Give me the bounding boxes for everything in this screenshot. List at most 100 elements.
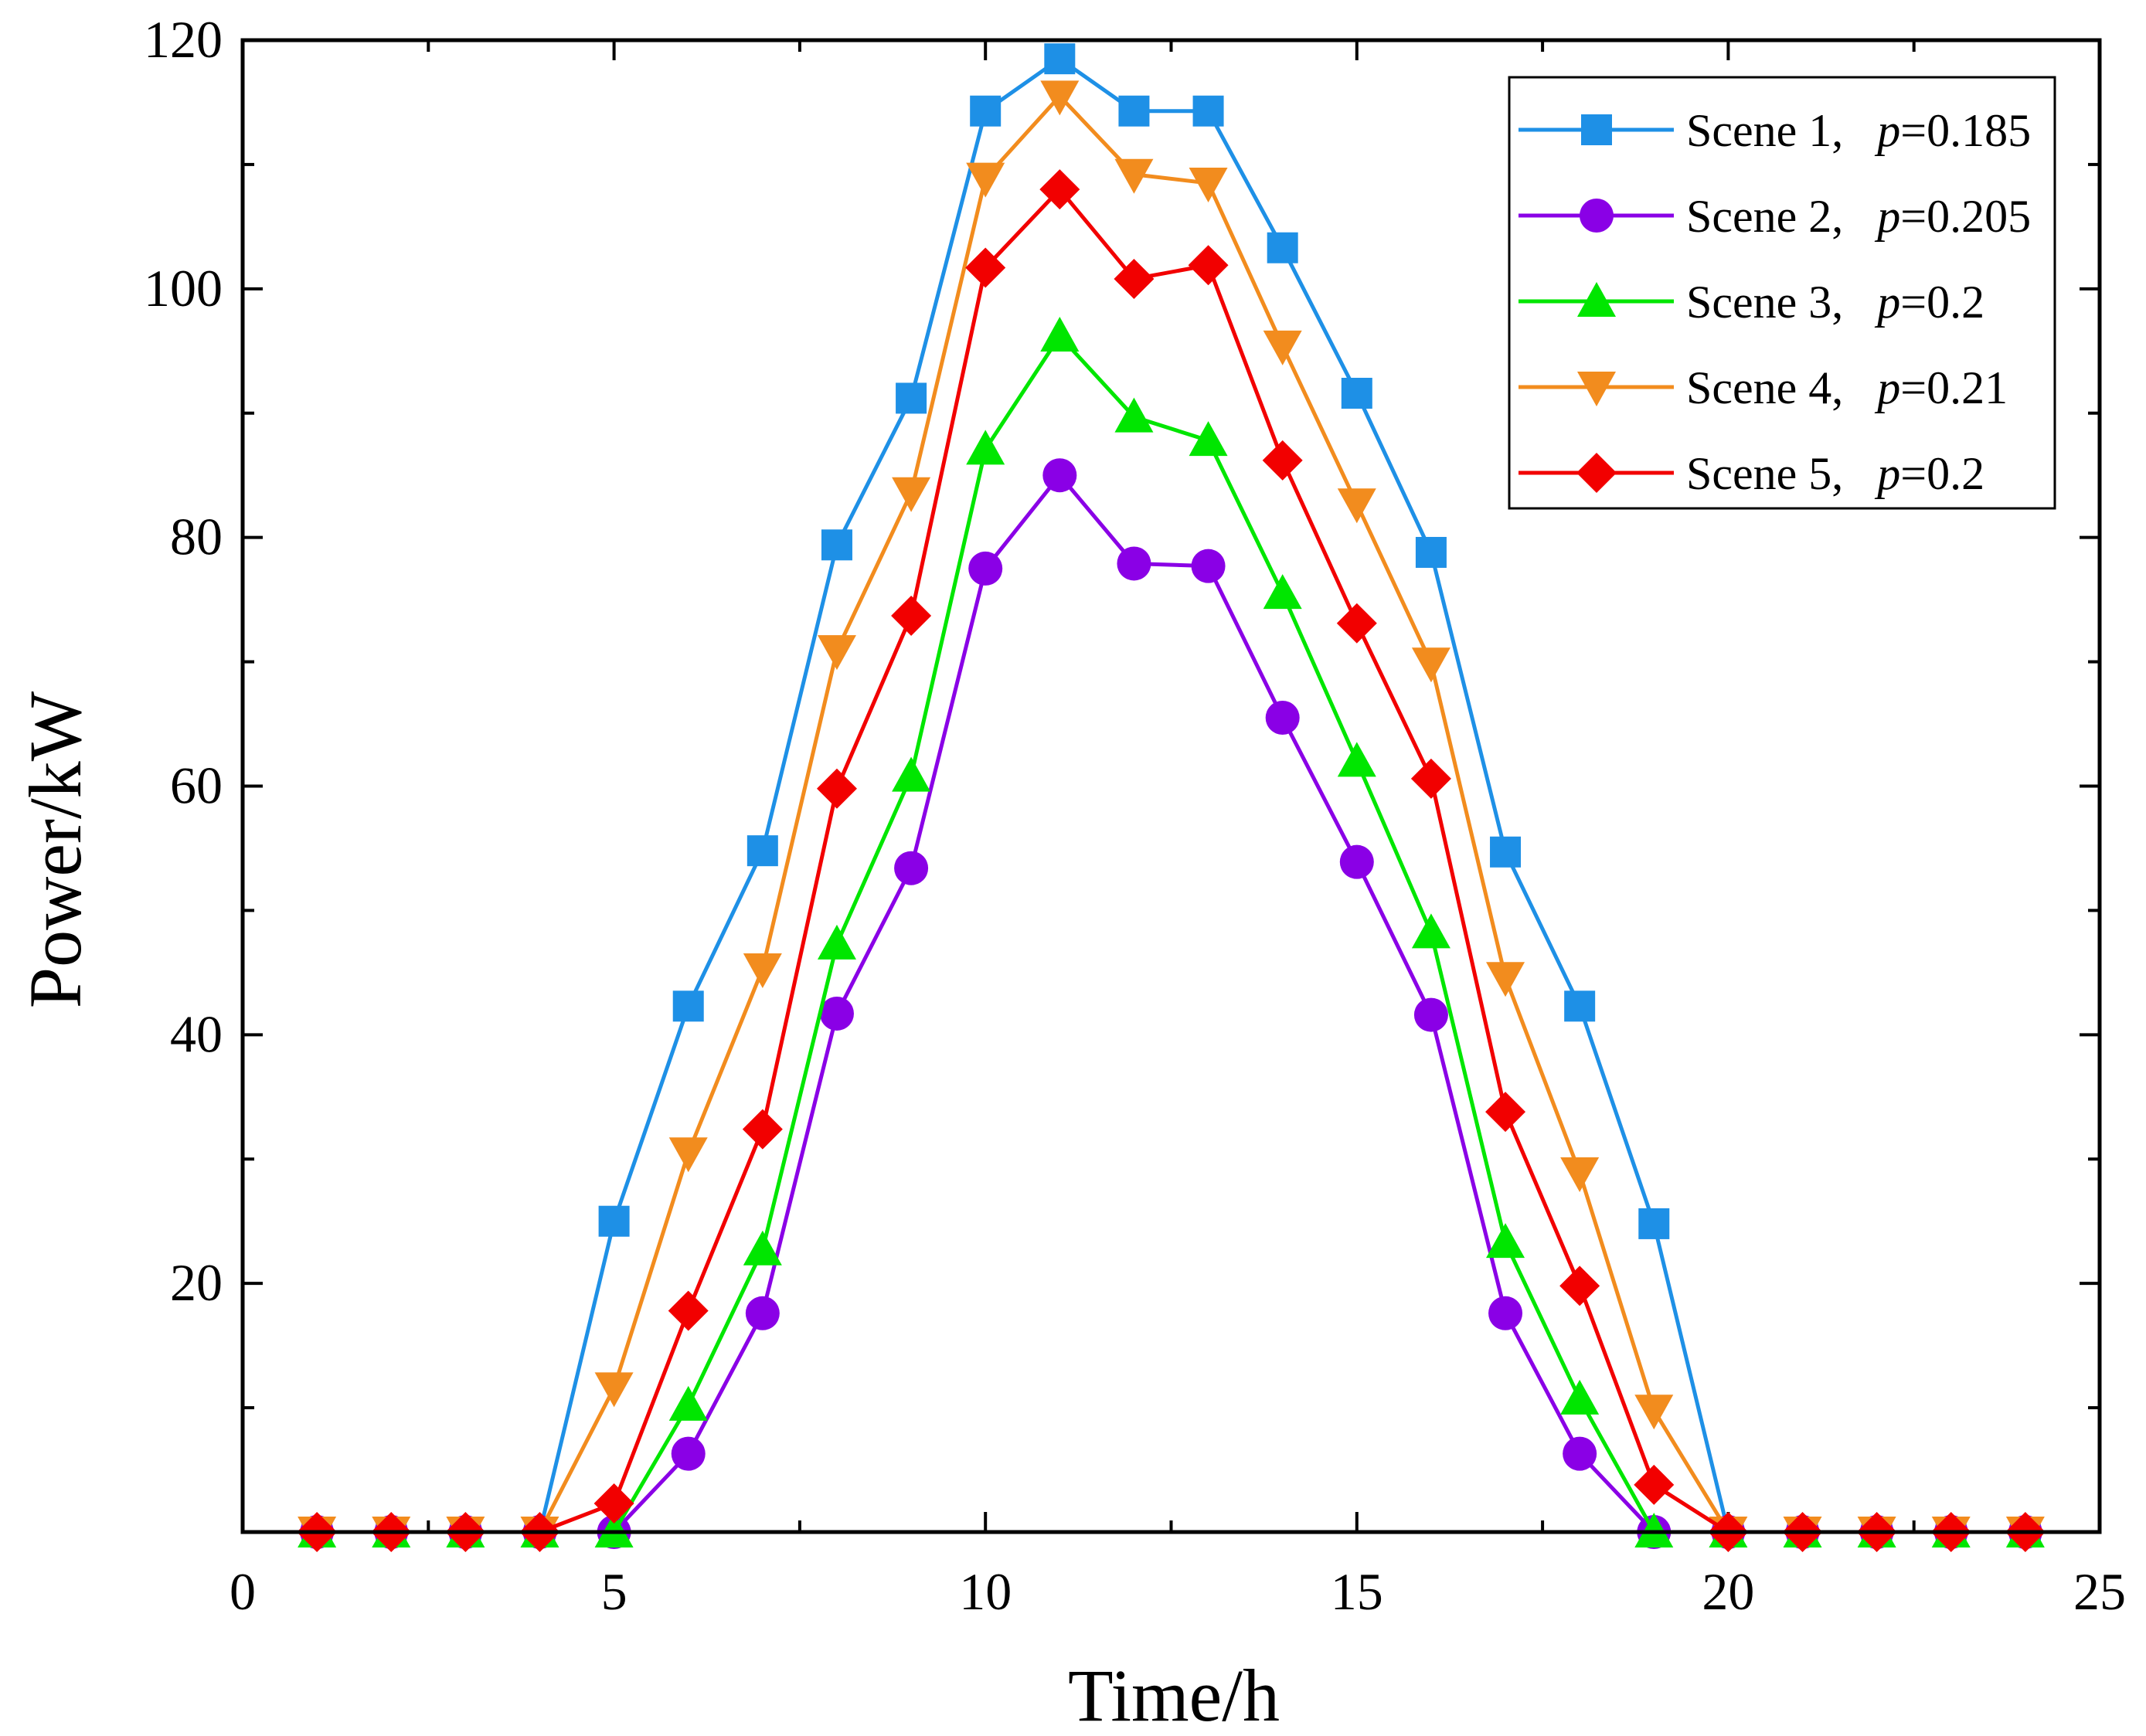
y-tick-label: 20 — [170, 1253, 223, 1312]
data-point — [1490, 836, 1522, 868]
series-line — [317, 473, 2025, 1534]
data-point — [1188, 245, 1229, 286]
legend-p-value: =0.21 — [1900, 362, 2008, 413]
legend-p-symbol: p — [1874, 362, 1900, 413]
data-point — [1485, 1092, 1526, 1133]
legend-item: Scene 2, p=0.205 — [1519, 191, 2031, 242]
legend-scene-name: Scene 2, — [1686, 191, 1843, 242]
legend-item: Scene 5, p=0.2 — [1519, 448, 1984, 499]
data-point — [819, 996, 854, 1031]
data-point — [1563, 1436, 1597, 1471]
data-point — [1263, 330, 1302, 365]
data-point — [1559, 1265, 1600, 1306]
x-tick-label: 0 — [230, 1562, 256, 1621]
x-tick-label: 5 — [601, 1562, 627, 1621]
data-point — [1564, 990, 1596, 1022]
legend-item: Scene 1, p=0.185 — [1519, 105, 2031, 156]
data-point — [1118, 95, 1150, 127]
data-point — [891, 596, 932, 637]
y-axis-label: Power/kW — [14, 691, 97, 1008]
data-point — [1488, 1296, 1523, 1330]
data-point — [1191, 549, 1226, 583]
plot-frame — [240, 38, 2102, 1534]
legend-marker — [1576, 453, 1617, 493]
data-point — [1192, 95, 1224, 127]
data-point — [668, 1290, 709, 1331]
legend-scene-name: Scene 5, — [1686, 448, 1843, 499]
y-tick-label: 40 — [170, 1004, 223, 1063]
x-axis-label: Time/h — [1068, 1654, 1280, 1736]
data-point — [896, 382, 927, 414]
legend-marker — [1577, 282, 1616, 317]
x-tick-label: 20 — [1702, 1562, 1754, 1621]
data-point — [1486, 962, 1525, 997]
data-point — [1265, 700, 1300, 735]
data-point — [1336, 603, 1377, 644]
legend-label: Scene 1, p=0.185 — [1686, 105, 2031, 156]
y-tick-label: 120 — [144, 10, 223, 69]
legend-p-value: =0.185 — [1900, 105, 2031, 156]
x-tick-label: 25 — [2073, 1562, 2126, 1621]
data-point — [672, 990, 704, 1022]
data-point — [1634, 1395, 1674, 1430]
data-point — [968, 551, 1003, 586]
data-point — [966, 162, 1005, 198]
data-point — [1411, 913, 1451, 949]
y-tick-label: 60 — [170, 756, 223, 815]
legend-p-value: =0.2 — [1900, 448, 1984, 499]
data-point — [742, 1109, 783, 1150]
legend-p-value: =0.2 — [1900, 277, 1984, 328]
data-point — [892, 756, 931, 792]
data-point — [1189, 421, 1228, 457]
data-point — [671, 1436, 706, 1471]
data-point — [817, 635, 856, 671]
x-tick-label: 10 — [959, 1562, 1012, 1621]
legend-p-symbol: p — [1874, 448, 1900, 499]
data-point — [1337, 488, 1376, 524]
data-point — [816, 768, 857, 809]
legend-item: Scene 3, p=0.2 — [1519, 277, 1984, 328]
data-point — [970, 95, 1002, 127]
data-point — [817, 924, 856, 960]
legend-p-symbol: p — [1874, 277, 1900, 328]
data-point — [1044, 43, 1076, 75]
data-point — [1040, 80, 1080, 116]
data-point — [1117, 546, 1151, 581]
data-point — [1267, 232, 1298, 263]
legend-label: Scene 4, p=0.21 — [1686, 362, 2008, 413]
legend-marker — [1581, 114, 1612, 145]
data-point — [593, 1483, 634, 1524]
data-point — [668, 1137, 708, 1173]
data-point — [1415, 536, 1447, 568]
data-point — [1042, 458, 1077, 493]
data-point — [1262, 440, 1303, 481]
data-point — [1411, 647, 1451, 683]
legend-marker — [1580, 199, 1614, 233]
data-point — [1410, 758, 1451, 799]
legend-label: Scene 3, p=0.2 — [1686, 277, 1984, 328]
data-point — [1114, 158, 1154, 194]
data-point — [966, 430, 1005, 465]
legend-marker — [1577, 372, 1616, 406]
data-point — [1560, 1379, 1600, 1415]
series-line — [317, 334, 2025, 1534]
data-point — [1039, 169, 1080, 210]
data-point — [668, 1385, 708, 1421]
data-point — [747, 835, 778, 867]
legend-p-symbol: p — [1874, 191, 1900, 242]
data-point — [745, 1296, 780, 1330]
data-point — [1189, 168, 1228, 203]
legend-p-value: =0.205 — [1900, 191, 2031, 242]
y-tick-label: 100 — [144, 259, 223, 318]
legend-scene-name: Scene 1, — [1686, 105, 1843, 156]
data-point — [1339, 844, 1374, 879]
data-point — [1114, 258, 1155, 299]
series-2 — [300, 458, 2042, 1549]
data-point — [1413, 997, 1448, 1032]
data-point — [1638, 1208, 1670, 1239]
legend-scene-name: Scene 3, — [1686, 277, 1843, 328]
data-point — [1634, 1464, 1675, 1505]
data-point — [965, 247, 1006, 288]
